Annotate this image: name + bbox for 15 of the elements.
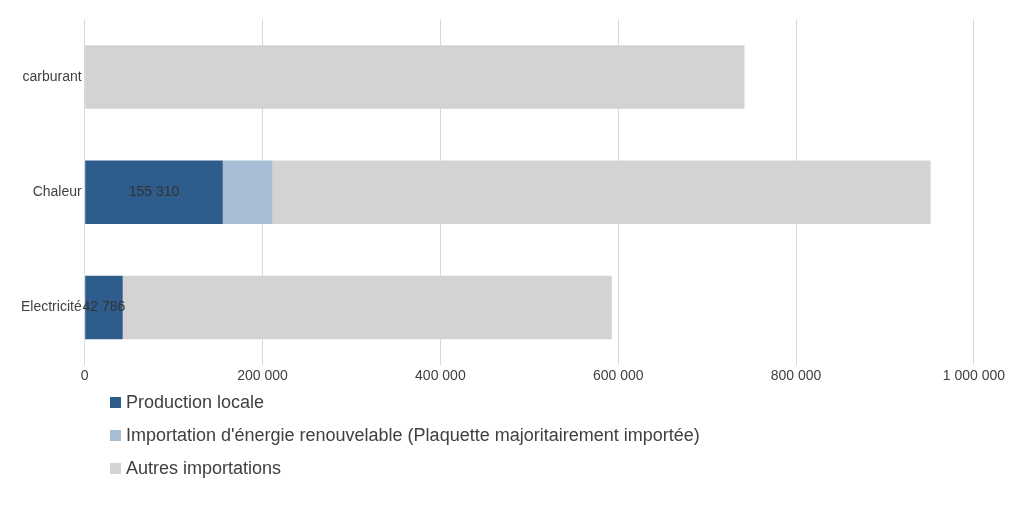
legend-label: Importation d'énergie renouvelable (Plaquette majoritairement importée) <box>126 425 700 446</box>
y-tick-label: Chaleur <box>32 183 83 200</box>
x-tick-label: 400 000 <box>415 367 466 384</box>
legend-label: Autres importations <box>126 458 282 479</box>
data-label: 155 310 <box>128 183 180 200</box>
y-tick-label: Electricité <box>21 298 82 315</box>
x-tick-label: 0 <box>80 367 89 384</box>
legend-label: Production locale <box>126 392 265 413</box>
x-tick-label: 600 000 <box>592 367 644 384</box>
bar <box>222 160 273 224</box>
y-tick-label: carburant <box>22 67 82 84</box>
x-tick-label: 800 000 <box>770 367 822 384</box>
x-tick-label: 200 000 <box>237 367 289 384</box>
bar <box>85 160 223 224</box>
x-tick-label: 1 000 000 <box>942 367 1006 384</box>
